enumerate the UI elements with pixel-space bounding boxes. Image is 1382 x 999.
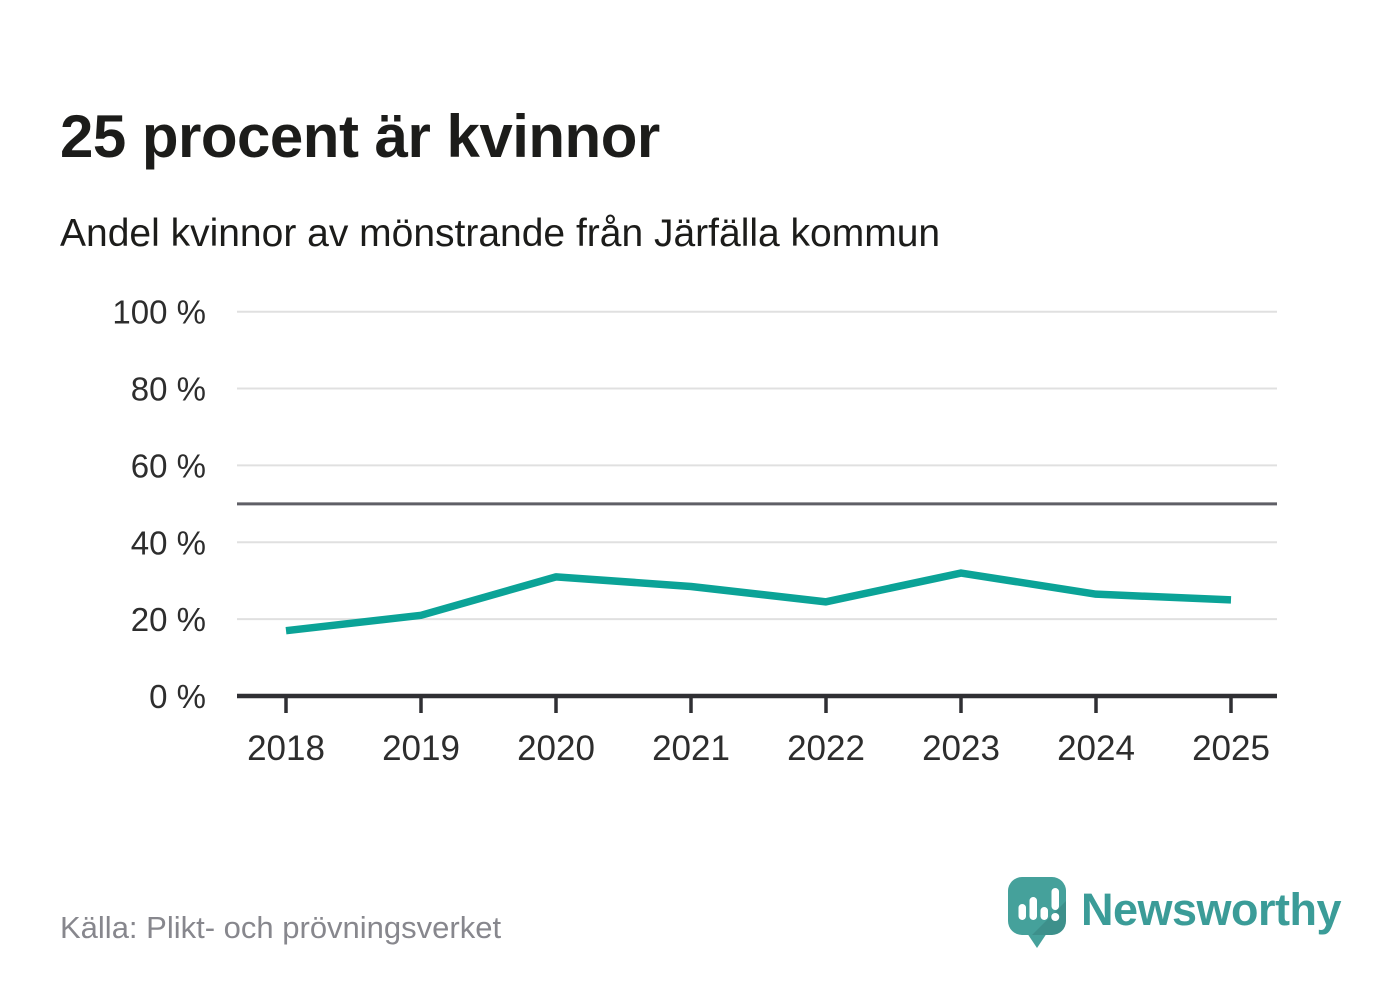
newsworthy-logo: Newsworthy xyxy=(1008,876,1342,950)
logo-bar-3 xyxy=(1040,907,1048,920)
x-axis-label: 2025 xyxy=(1192,729,1270,768)
chart-title: 25 procent är kvinnor xyxy=(60,103,660,171)
chart-subtitle: Andel kvinnor av mönstrande från Järfäll… xyxy=(60,212,941,255)
y-axis-label: 80 % xyxy=(131,371,206,408)
brand-name: Newsworthy xyxy=(1081,884,1342,935)
source-caption: Källa: Plikt- och prövningsverket xyxy=(60,910,502,945)
logo-bar-1 xyxy=(1018,904,1026,920)
speech-bubble-bar-chart-icon xyxy=(1008,877,1066,948)
series-line xyxy=(285,569,1232,635)
y-axis-label: 20 % xyxy=(131,601,206,638)
y-axis-label: 40 % xyxy=(131,524,206,561)
logo-exclamation-bar xyxy=(1051,888,1059,910)
x-axis-label: 2019 xyxy=(382,729,460,768)
x-axis-label: 2024 xyxy=(1057,729,1135,768)
logo-exclamation-dot xyxy=(1051,913,1060,921)
x-axis-label: 2022 xyxy=(787,729,865,768)
y-axis-label: 0 % xyxy=(149,678,206,715)
x-axis-label: 2023 xyxy=(922,729,1000,768)
x-axis-label: 2018 xyxy=(247,729,325,768)
logo-bar-2 xyxy=(1029,897,1037,920)
y-axis-label: 60 % xyxy=(131,447,206,484)
x-axis-label: 2020 xyxy=(517,729,595,768)
x-axis-label: 2021 xyxy=(652,729,730,768)
y-axis-label: 100 % xyxy=(112,294,206,331)
